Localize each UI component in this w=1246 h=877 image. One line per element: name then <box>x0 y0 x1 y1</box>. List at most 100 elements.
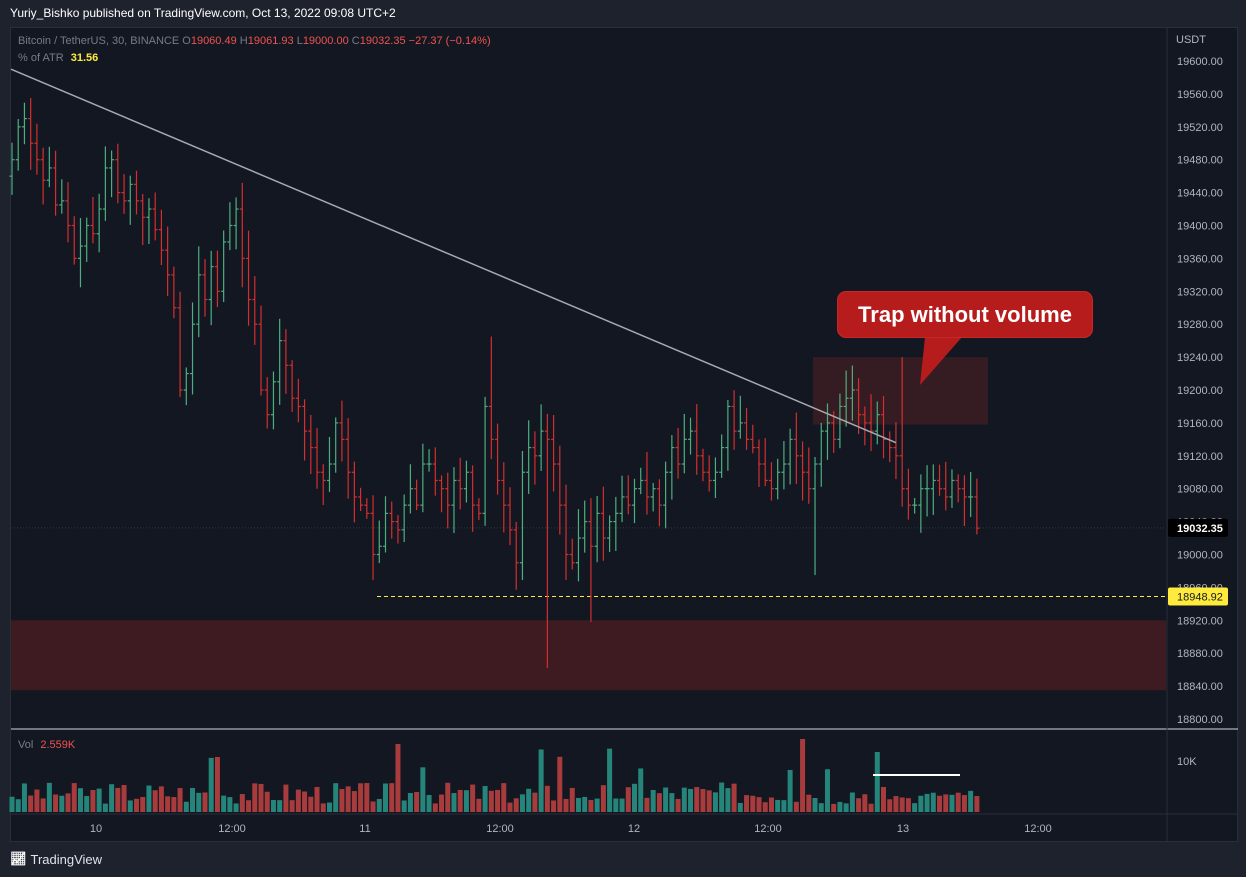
tradingview-logo-icon: 📈︎ <box>10 851 26 866</box>
ohlc-bar <box>127 175 133 225</box>
volume-bar <box>264 791 270 812</box>
volume-bar <box>246 800 252 812</box>
volume-bar <box>252 783 258 812</box>
ohlc-bar <box>302 399 308 461</box>
volume-bar <box>376 798 382 812</box>
volume-bar <box>9 796 15 812</box>
ohlc-bar <box>843 370 849 427</box>
volume-bar <box>258 783 264 812</box>
volume-bar <box>183 801 189 812</box>
ohlc-bar <box>15 119 21 171</box>
footer-brand[interactable]: 📈︎ TradingView <box>10 849 102 869</box>
ohlc-bar <box>364 498 370 519</box>
volume-bar <box>526 788 532 812</box>
volume-label: Vol <box>18 739 34 751</box>
ohlc-bar <box>134 170 139 215</box>
volume-bar <box>781 800 787 812</box>
ohlc-bar <box>239 182 245 288</box>
volume-bar <box>557 756 563 812</box>
volume-bar <box>283 784 289 812</box>
volume-bar <box>227 797 233 812</box>
last-price-badge-text: 19032.35 <box>1177 523 1223 535</box>
change-value: −27.37 (−0.14%) <box>408 35 491 47</box>
price-axis: 19600.00 19560.00 19520.00 19480.00 19440.00… <box>1177 56 1223 726</box>
volume-bar <box>725 788 731 812</box>
volume-bar <box>818 803 824 812</box>
ohlc-bar <box>731 390 737 450</box>
volume-bar <box>46 782 52 812</box>
volume-bar <box>395 744 401 812</box>
ohlc-bar <box>476 498 482 520</box>
price-tick-label: 19480.00 <box>1177 155 1223 167</box>
volume-bar <box>208 757 214 812</box>
volume-bar <box>171 797 177 812</box>
ohlc-bar <box>28 98 34 170</box>
volume-bar <box>71 783 77 812</box>
published-by-line: Yuriy_Bishko published on TradingView.co… <box>10 6 396 20</box>
volume-bar <box>638 768 644 812</box>
volume-bar <box>930 792 936 812</box>
ohlc-bar <box>252 276 258 345</box>
ohlc-bar <box>457 457 463 510</box>
ohlc-bar <box>264 377 270 429</box>
ohlc-bar <box>532 431 538 485</box>
ohlc-bar <box>893 422 899 480</box>
volume-bar <box>607 748 613 812</box>
volume-bar <box>501 783 507 812</box>
ohlc-bar <box>326 436 332 492</box>
ohlc-bar <box>46 146 52 188</box>
volume-bar <box>719 782 725 812</box>
ohlc-bar <box>750 424 756 454</box>
volume-bar <box>270 800 276 812</box>
ohlc-bar <box>9 142 15 195</box>
volume-bar <box>762 802 768 812</box>
ohlc-bar <box>569 538 575 570</box>
ohlc-bar <box>65 182 71 243</box>
time-tick-label: 10 <box>90 823 102 835</box>
volume-bar <box>476 798 482 812</box>
volume-bar <box>295 789 301 812</box>
volume-bar <box>881 786 886 812</box>
price-tick-label: 19360.00 <box>1177 253 1223 265</box>
price-tick-label: 19400.00 <box>1177 221 1223 233</box>
volume-bar <box>750 795 756 812</box>
currency-label: USDT <box>1176 34 1206 46</box>
volume-bar <box>77 788 83 812</box>
time-tick-label: 12:00 <box>486 823 514 835</box>
volume-bar <box>339 789 345 812</box>
ohlc-bar <box>90 196 96 244</box>
callout-pointer <box>920 337 962 385</box>
volume-bar <box>233 803 239 812</box>
volume-bar <box>127 800 133 812</box>
ohlc-bar <box>613 496 619 551</box>
ohlc-bar <box>351 461 357 523</box>
ohlc-bar <box>899 357 905 507</box>
volume-bar <box>663 787 669 812</box>
ohlc-bar <box>849 365 855 421</box>
volume-bar <box>887 799 893 812</box>
ohlc-bar <box>339 400 345 462</box>
ohlc-bar <box>102 146 108 221</box>
price-tick-label: 18840.00 <box>1177 681 1223 693</box>
volume-bar <box>470 784 476 812</box>
open-label: O <box>182 35 191 47</box>
ohlc-bar <box>812 456 818 576</box>
volume-bar <box>544 785 550 812</box>
trap-annotation-callout[interactable]: Trap without volume <box>838 292 1092 337</box>
ohlc-bar <box>650 482 656 512</box>
volume-bar <box>370 801 376 812</box>
chart-frame <box>10 27 1238 842</box>
volume-bar <box>358 783 364 812</box>
ohlc-bar <box>918 474 924 533</box>
volume-bar <box>401 800 407 812</box>
ohlc-bar <box>824 403 830 460</box>
ohlc-bar <box>34 123 40 175</box>
volume-legend: Vol 2.559K <box>18 739 75 751</box>
ohlc-bar <box>719 434 725 478</box>
ohlc-bar <box>277 318 283 405</box>
price-tick-label: 19280.00 <box>1177 319 1223 331</box>
ohlc-bar <box>955 474 961 503</box>
ohlc-bar <box>507 487 513 546</box>
volume-bar <box>134 798 139 812</box>
